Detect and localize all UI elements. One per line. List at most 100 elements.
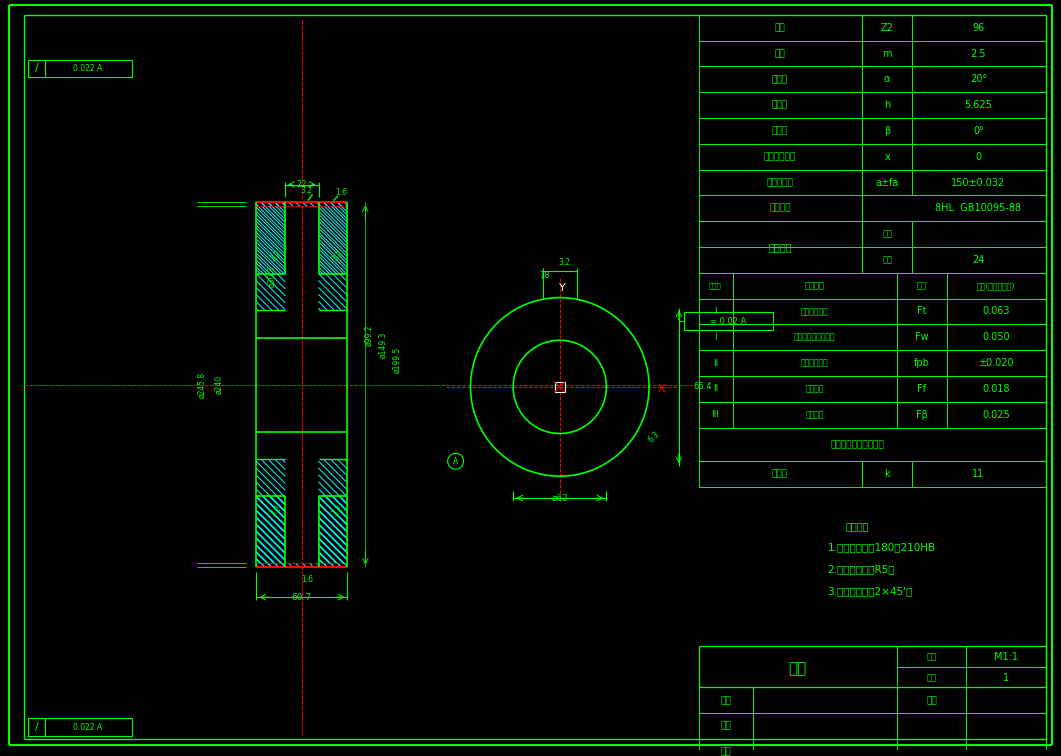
- Text: 11: 11: [972, 469, 985, 479]
- Text: 件数: 件数: [926, 673, 937, 682]
- Text: h: h: [884, 100, 890, 110]
- Bar: [698, 739, 1046, 756]
- Text: 学号: 学号: [926, 696, 937, 705]
- Text: 齿数: 齿数: [882, 256, 892, 265]
- Text: 0.050: 0.050: [982, 333, 1010, 342]
- Bar: [28, 718, 133, 736]
- Text: Ft: Ft: [917, 306, 926, 317]
- Text: Ff: Ff: [918, 384, 926, 394]
- Text: 全齿高: 全齿高: [772, 101, 788, 110]
- Text: 5.625: 5.625: [964, 100, 992, 110]
- Text: 技术要求: 技术要求: [846, 521, 869, 531]
- Text: ø149.3: ø149.3: [379, 332, 387, 358]
- Text: X: X: [658, 384, 665, 394]
- Bar: [698, 646, 1046, 687]
- Text: 18: 18: [540, 271, 551, 280]
- Text: 1.6: 1.6: [335, 188, 348, 197]
- Text: a±fa: a±fa: [875, 178, 899, 187]
- Text: I: I: [714, 333, 717, 342]
- Text: 齿形公差: 齿形公差: [805, 384, 824, 393]
- Text: 60.7: 60.7: [292, 593, 312, 602]
- Text: x: x: [884, 152, 890, 162]
- Text: ø199.5: ø199.5: [393, 347, 401, 373]
- Text: 0.025: 0.025: [982, 410, 1010, 420]
- Text: 审核: 审核: [720, 748, 731, 756]
- Text: β: β: [884, 126, 890, 136]
- Text: II: II: [713, 384, 718, 393]
- Text: ±0.020: ±0.020: [978, 358, 1014, 368]
- Text: 0: 0: [975, 152, 981, 162]
- Text: ø240: ø240: [214, 375, 223, 395]
- Text: 8HL  GB10095-88: 8HL GB10095-88: [936, 203, 1022, 213]
- Text: 3.2: 3.2: [330, 503, 345, 519]
- Text: 制图: 制图: [720, 696, 731, 705]
- Text: 描图: 描图: [720, 722, 731, 730]
- Text: ø245.8: ø245.8: [197, 372, 206, 398]
- Text: 3.2: 3.2: [559, 259, 571, 268]
- Bar: [698, 687, 1046, 713]
- Text: 0.018: 0.018: [982, 384, 1010, 394]
- Text: 24: 24: [972, 255, 985, 265]
- Text: 公差组: 公差组: [709, 283, 721, 289]
- Text: Z2: Z2: [881, 23, 893, 33]
- Text: 齿距累积误差: 齿距累积误差: [801, 307, 829, 316]
- Text: 6.3: 6.3: [646, 429, 661, 444]
- Text: 3.未注倒角均为2×45'。: 3.未注倒角均为2×45'。: [828, 586, 912, 596]
- Text: Y: Y: [559, 283, 567, 293]
- Text: 公差(或极限偏差): 公差(或极限偏差): [977, 281, 1015, 290]
- Text: 20°: 20°: [970, 74, 987, 85]
- Text: ø30.3: ø30.3: [267, 265, 277, 287]
- Text: M1:1: M1:1: [994, 652, 1019, 662]
- Text: Fβ: Fβ: [916, 410, 927, 420]
- Text: 精度等级: 精度等级: [769, 204, 790, 213]
- Text: ø62: ø62: [552, 494, 569, 503]
- Text: k: k: [884, 469, 890, 479]
- Text: Fw: Fw: [915, 333, 928, 342]
- Text: m: m: [883, 48, 892, 58]
- Text: 1: 1: [1003, 673, 1009, 683]
- Text: A: A: [453, 457, 458, 466]
- Text: 2.5: 2.5: [971, 48, 986, 58]
- Text: 66.4: 66.4: [694, 383, 712, 392]
- Text: 检验项目: 检验项目: [804, 281, 824, 290]
- Text: 公法线平均长度及偏差: 公法线平均长度及偏差: [831, 440, 884, 449]
- Text: 齿轮: 齿轮: [788, 661, 807, 676]
- Text: 模数: 模数: [775, 49, 785, 58]
- Text: 代号: 代号: [917, 281, 927, 290]
- Text: /: /: [35, 722, 39, 732]
- Text: 22: 22: [297, 180, 307, 189]
- Text: 0°: 0°: [973, 126, 984, 136]
- Text: 齿轮图中距: 齿轮图中距: [766, 178, 794, 187]
- Text: 公法线长度变动公差: 公法线长度变动公差: [794, 333, 835, 342]
- Text: 螺旋角: 螺旋角: [772, 126, 788, 135]
- Text: = 0.02 A: = 0.02 A: [710, 317, 747, 326]
- Text: 0.022 A: 0.022 A: [73, 64, 102, 73]
- Text: 配对齿轮: 配对齿轮: [768, 242, 792, 252]
- Text: 跨齿数: 跨齿数: [772, 469, 788, 479]
- Text: 基节极限偏差: 基节极限偏差: [801, 358, 829, 367]
- Text: 150±0.032: 150±0.032: [952, 178, 1006, 187]
- Text: α: α: [884, 74, 890, 85]
- Text: III: III: [712, 411, 719, 419]
- Text: 1.正火处理硬度180～210HB: 1.正火处理硬度180～210HB: [828, 543, 936, 553]
- Text: 比例: 比例: [926, 652, 937, 662]
- Text: 压力角: 压力角: [772, 75, 788, 84]
- Text: 1.6: 1.6: [301, 575, 313, 584]
- Text: 2.未注圆角半径R5。: 2.未注圆角半径R5。: [828, 565, 895, 575]
- Text: 齿向公差: 齿向公差: [805, 411, 824, 419]
- Text: 图号: 图号: [882, 230, 892, 239]
- Text: 3.2: 3.2: [301, 186, 313, 195]
- Text: 齿向变位系数: 齿向变位系数: [764, 152, 796, 161]
- Text: 0.022 A: 0.022 A: [73, 723, 102, 732]
- Text: /: /: [35, 64, 39, 73]
- Bar: [683, 312, 773, 330]
- Text: 0.063: 0.063: [982, 306, 1010, 317]
- Text: 3.2: 3.2: [330, 249, 345, 263]
- Text: ø99.2: ø99.2: [365, 324, 373, 346]
- Text: 3.2: 3.2: [268, 249, 283, 263]
- Text: 96: 96: [972, 23, 985, 33]
- Text: 齿数: 齿数: [775, 23, 785, 33]
- Bar: [698, 713, 1046, 739]
- Text: I: I: [714, 307, 717, 316]
- Bar: [555, 382, 564, 392]
